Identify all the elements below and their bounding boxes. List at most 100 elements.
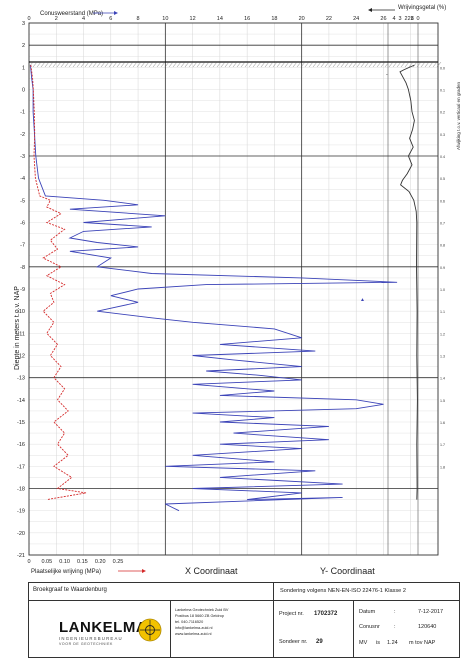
hatch-line [188, 61, 194, 68]
hatch-line [124, 61, 130, 68]
y-tick-label: -21 [17, 553, 25, 559]
hatch-line [180, 61, 186, 68]
hatch-line [420, 61, 426, 68]
company-logo-text: LANKELMA [59, 619, 148, 636]
y-tick-label: -3 [20, 154, 25, 160]
friction-tick-label: 0.20 [95, 559, 106, 565]
angle-tick-label: 0.8 [440, 244, 445, 248]
lankelma-logo-icon [138, 618, 162, 642]
project-label: Project nr. [279, 611, 304, 617]
cone-tick-label: 0 [27, 16, 30, 22]
bottom-axis-label: Plaatselijke wrijving (MPa) [31, 569, 101, 575]
hatch-line [428, 61, 434, 68]
x-coordinate-label: X Coordinaat [185, 566, 238, 576]
hatch-line [44, 61, 50, 68]
hatch-line [364, 61, 370, 68]
hatch-line [184, 61, 190, 68]
y-coordinate-label: Y- Coordinaat [320, 566, 375, 576]
angle-tick-label: 1.1 [440, 310, 445, 314]
hatch-line [316, 61, 322, 68]
hatch-line [340, 61, 346, 68]
y-tick-label: -18 [17, 487, 25, 493]
top-axis-cone-label: Conusweerstand (MPa) [40, 11, 103, 17]
hatch-line [280, 61, 286, 68]
project-value: 1702372 [314, 611, 338, 617]
hatch-line [352, 61, 358, 68]
hatch-line [176, 61, 182, 68]
peak-label: ▲ [360, 297, 365, 303]
hatch-line [168, 61, 174, 68]
hatch-line [288, 61, 294, 68]
nap-marker-label: - [386, 72, 388, 78]
y-tick-label: 2 [22, 43, 25, 49]
hatch-line [252, 61, 258, 68]
cone-number-label: Conusnr [359, 624, 380, 630]
hatch-line [96, 61, 102, 68]
cone-tick-label: 6 [109, 16, 112, 22]
y-tick-label: -14 [17, 398, 25, 404]
friction-tick-label: 0 [27, 559, 30, 565]
hatch-line [260, 61, 266, 68]
hatch-line [224, 61, 230, 68]
angle-tick-label: 0.5 [440, 177, 445, 181]
angle-tick-label: 1.0 [440, 288, 445, 292]
hatch-line [376, 61, 382, 68]
standard-cell: Sondering volgens NEN-EN-ISO 22476-1 Kla… [274, 583, 460, 601]
address-line-3: tel. 040-7116520 [175, 620, 204, 624]
hatch-line [60, 61, 66, 68]
y-tick-label: -16 [17, 442, 25, 448]
hatch-line [28, 61, 34, 68]
hatch-line [204, 61, 210, 68]
hatch-line [272, 61, 278, 68]
hatch-line [304, 61, 310, 68]
friction-ratio-tick-label: 4 [392, 16, 395, 22]
ground-level-hatch [28, 61, 442, 68]
company-tagline: INGENIEURSBUREAU [59, 636, 123, 641]
cone-number-value: 120640 [418, 624, 437, 630]
hatch-line [344, 61, 350, 68]
hatch-line [104, 61, 110, 68]
hatch-line [328, 61, 334, 68]
angle-tick-label: 0.9 [440, 266, 445, 270]
hatch-line [400, 61, 406, 68]
hatch-line [380, 61, 386, 68]
angle-tick-label: 1.5 [440, 399, 445, 403]
hatch-line [136, 61, 142, 68]
hatch-line [36, 61, 42, 68]
y-tick-label: -12 [17, 354, 25, 360]
y-tick-label: -9 [20, 287, 25, 293]
y-tick-label: -13 [17, 376, 25, 382]
hatch-line [108, 61, 114, 68]
hatch-line [172, 61, 178, 68]
cone-tick-label: 2 [55, 16, 58, 22]
hatch-line [372, 61, 378, 68]
hatch-line [56, 61, 62, 68]
mv-sep: is [376, 640, 380, 646]
y-tick-label: -6 [20, 221, 25, 227]
angle-tick-label: 0.0 [440, 66, 445, 70]
hatch-line [196, 61, 202, 68]
title-block: Broekgraaf te Waardenburg Sondering volg… [28, 582, 460, 658]
y-tick-label: 1 [22, 65, 25, 71]
hatch-line [88, 61, 94, 68]
friction-arrow-icon [118, 569, 146, 573]
hatch-line [164, 61, 170, 68]
cone-tick-label: 8 [137, 16, 140, 22]
address-line-1: Lankelma Geotechniek Zuid BV [175, 608, 229, 612]
angle-tick-label: 0.6 [440, 199, 445, 203]
angle-tick-label: 0.7 [440, 222, 445, 226]
cone-tick-label: 18 [271, 16, 277, 22]
hatch-line [312, 61, 318, 68]
project-cell: Project nr. 1702372 Sondeer nr. 29 [274, 601, 354, 658]
series-line-friction-ratio [399, 64, 418, 500]
hatch-line [404, 61, 410, 68]
hatch-line [68, 61, 74, 68]
address-line-2: Postbus 18 5660 ZB Geldrop [175, 614, 224, 618]
cone-tick-label: 4 [82, 16, 85, 22]
cone-arrow-icon [93, 11, 118, 15]
angle-axis-label: Afwijking t.o.v. verticaal en graden [456, 82, 461, 150]
y-tick-label: -20 [17, 531, 25, 537]
hatch-line [156, 61, 162, 68]
hatch-line [140, 61, 146, 68]
